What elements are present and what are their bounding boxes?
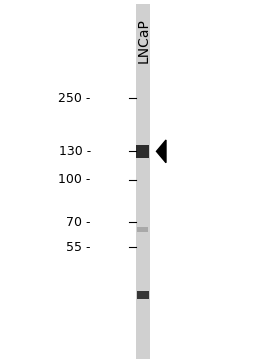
Text: 100 -: 100 -	[58, 173, 91, 186]
Text: 130 -: 130 -	[59, 145, 91, 158]
Text: LNCaP: LNCaP	[137, 19, 151, 63]
Text: 250 -: 250 -	[58, 91, 91, 105]
Bar	[136, 145, 149, 158]
Bar	[136, 4, 150, 359]
Polygon shape	[156, 140, 166, 163]
Bar	[137, 227, 148, 232]
Bar	[137, 291, 149, 299]
Text: 70 -: 70 -	[66, 216, 91, 229]
Text: 55 -: 55 -	[66, 241, 91, 254]
